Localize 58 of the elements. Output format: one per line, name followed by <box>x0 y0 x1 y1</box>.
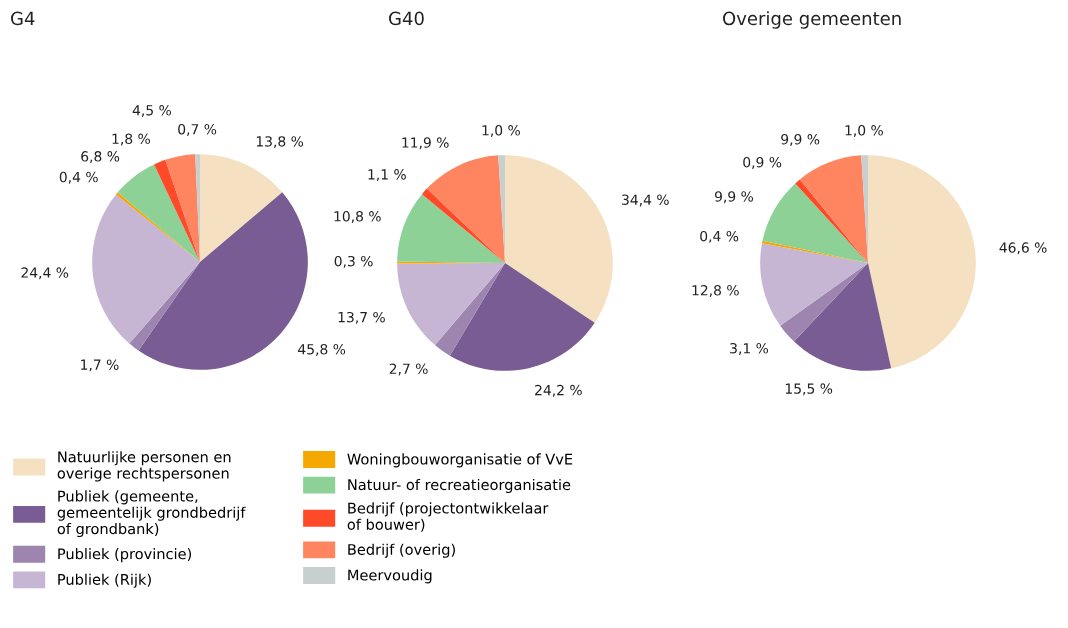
data-label: 13,8 % <box>256 136 304 149</box>
legend-label: Bedrijf (overig) <box>348 543 455 558</box>
pie-slice <box>117 164 200 262</box>
legend-label: Publiek (gemeente, gemeentelijk grondbedrijf of grondbank) <box>57 490 246 538</box>
pie-slice <box>435 263 505 356</box>
pie-slice <box>760 243 868 326</box>
data-label: 0,9 % <box>743 156 782 169</box>
data-label: 11,9 % <box>402 137 449 150</box>
data-label: 0,4 % <box>700 230 739 243</box>
data-label: 0,7 % <box>178 123 217 136</box>
chart-title: Overige gemeenten <box>723 11 901 29</box>
legend-label: Woningbouworganisatie of VvE <box>347 453 573 468</box>
data-label: 45,8 % <box>298 343 346 356</box>
data-label: 0,3 % <box>334 255 373 268</box>
pie-slice <box>868 155 976 369</box>
data-label: 1,1 % <box>368 169 406 182</box>
pie-slice <box>397 263 505 346</box>
pie-slice <box>200 154 283 262</box>
legend-label: Meervoudig <box>348 569 432 584</box>
pie-slice <box>92 194 200 344</box>
data-label: 1,8 % <box>112 133 150 146</box>
pie-slice <box>799 155 868 263</box>
chart-title: G40 <box>389 11 424 26</box>
data-label: 24,2 % <box>535 384 582 397</box>
data-label: 0,4 % <box>59 171 98 184</box>
data-label: 15,5 % <box>785 383 833 396</box>
pie-slice <box>505 155 613 323</box>
legend-label: Publiek (provincie) <box>58 548 192 563</box>
legend-label: Natuurlijke personen en overige rechtspersonen <box>57 451 231 482</box>
data-label: 4,5 % <box>132 105 171 117</box>
pie-slice <box>426 155 505 263</box>
legend-label: Bedrijf (projectontwikkelaar of bouwer) <box>347 502 549 532</box>
data-label: 24,4 % <box>21 267 69 280</box>
data-label: 9,9 % <box>781 134 820 146</box>
chart-title: G4 <box>11 11 35 26</box>
pie-slice <box>397 194 505 263</box>
data-label: 1,7 % <box>81 359 119 372</box>
data-label: 6,8 % <box>81 151 120 164</box>
data-label: 9,9 % <box>714 191 754 204</box>
data-label: 12,8 % <box>692 285 739 297</box>
data-label: 10,8 % <box>334 211 381 223</box>
data-label: 2,7 % <box>389 363 428 376</box>
pie-slice <box>761 240 868 263</box>
legend-label: Natuur- of recreatieorganisatie <box>348 478 571 494</box>
data-label: 34,4 % <box>622 194 669 207</box>
data-label: 3,1 % <box>730 343 769 355</box>
pie-slice <box>165 154 200 262</box>
data-label: 1,0 % <box>482 125 520 137</box>
pie-slice <box>154 159 200 262</box>
pie-slice <box>793 263 892 371</box>
pie-slice <box>762 183 868 263</box>
pie-slice <box>780 263 868 342</box>
data-label: 46,6 % <box>999 242 1047 255</box>
pie-slice <box>129 262 200 351</box>
data-label: 1,0 % <box>845 125 883 137</box>
legend-label: Publiek (Rijk) <box>58 573 151 588</box>
data-label: 13,7 % <box>338 311 385 324</box>
pie-slice <box>449 263 595 371</box>
